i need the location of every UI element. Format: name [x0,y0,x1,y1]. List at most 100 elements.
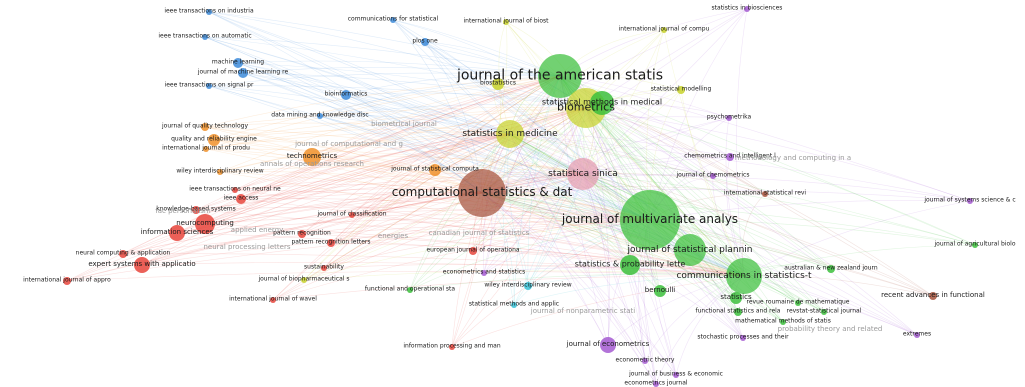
node-int-stat-review[interactable] [762,191,768,197]
label-stat-med: statistics in medicine [462,129,558,139]
link-edge [509,133,745,277]
node-j-business-econ[interactable] [673,372,679,378]
node-ieee-neural[interactable] [232,187,238,193]
node-neurocomputing[interactable] [195,214,215,234]
label-int-j-compu: international journal of compu [619,26,710,33]
node-ieee-access[interactable] [236,194,246,204]
node-knowledge-based[interactable] [192,206,200,214]
link-edge [66,75,561,282]
node-stat-modelling[interactable] [677,86,685,94]
node-neural-comp-app[interactable] [119,250,127,258]
node-wiley-review[interactable] [217,169,223,175]
node-jmlr[interactable] [238,68,248,78]
link-edge [483,75,561,274]
node-chemometrics[interactable] [726,153,734,161]
link-edge [323,133,511,269]
node-j-quality-tech[interactable] [201,123,209,131]
faint-label: journal of nonparametric stati [530,307,636,315]
node-stat-sinica[interactable] [567,158,599,190]
node-comm-statistical[interactable] [390,17,396,23]
node-stat-biosciences[interactable] [744,6,750,12]
node-int-j-compu[interactable] [661,27,667,33]
label-pattern-rec-letters: pattern recognition letters [292,239,371,246]
node-psychometrika[interactable] [726,115,732,121]
node-aus-nz[interactable] [827,265,835,273]
node-int-j-approx[interactable] [63,277,71,285]
node-revue-roumaine[interactable] [795,300,801,306]
node-stochastic-processes[interactable] [740,335,746,341]
link-edge [585,107,610,346]
node-recent-adv-functional[interactable] [929,292,937,300]
node-bernoulli[interactable] [654,285,666,297]
node-int-j-biostat[interactable] [503,19,509,25]
node-machine-learning[interactable] [233,58,243,68]
link-edge [205,75,561,150]
node-comm-stat[interactable] [726,258,762,294]
link-edge [237,62,587,109]
node-functional-stat-rela[interactable] [734,308,742,316]
node-info-processing[interactable] [449,344,455,350]
label-wiley-review: wiley interdisciplinary review [176,168,263,175]
node-int-j-produ[interactable] [203,146,209,152]
node-plos-one[interactable] [421,38,429,46]
node-econometrics-stats[interactable] [481,270,487,276]
node-revstat[interactable] [821,309,827,315]
link-edge [204,36,483,194]
node-ieee-automatic[interactable] [202,34,208,40]
link-edge [204,192,483,225]
node-functional-operational[interactable] [407,287,413,293]
link-edge [481,192,744,339]
node-quality-reliability[interactable] [208,134,220,146]
link-edge [205,148,483,194]
link-edge [242,72,483,194]
node-j-systems-science[interactable] [967,198,973,204]
node-stat-methods-applic[interactable] [511,302,517,308]
node-pattern-recognition[interactable] [298,230,306,238]
node-jma[interactable] [620,190,680,250]
node-sustainability[interactable] [321,265,327,271]
node-stat-methods-med[interactable] [590,91,614,115]
node-data-mining[interactable] [317,113,323,119]
node-stat-med[interactable] [496,120,524,148]
link-edge [240,107,587,200]
node-econometric-theory[interactable] [642,358,648,364]
link-edge [585,8,748,109]
node-csda[interactable] [458,169,506,217]
node-j-biopharm[interactable] [301,277,307,283]
node-j-econometrics[interactable] [600,337,616,353]
node-j-chemometrics[interactable] [710,173,716,179]
link-edge [743,200,971,277]
label-technometrics: technometrics [287,152,338,160]
node-bioinformatics[interactable] [341,90,351,100]
link-edge [392,19,584,175]
node-technometrics[interactable] [303,148,321,166]
link-edge [219,75,561,173]
node-wiley-review-2[interactable] [524,282,532,290]
link-edge [582,8,748,175]
node-j-classification[interactable] [349,212,355,218]
link-edge [481,174,714,194]
link-edge [204,106,587,128]
node-extremes[interactable] [914,332,920,338]
node-int-j-wavel[interactable] [270,297,276,303]
node-jspi[interactable] [674,234,706,266]
node-j-agri-bio[interactable] [972,242,978,248]
node-expert-systems[interactable] [134,257,150,273]
link-edge [451,107,587,348]
node-j-stat-computation[interactable] [429,164,441,176]
node-jasa[interactable] [538,54,582,98]
node-econometrics-journal[interactable] [653,381,659,387]
link-edge [601,102,745,277]
node-stat-prob-letters[interactable] [620,255,640,275]
link-edge [481,8,748,194]
node-info-sciences[interactable] [169,225,185,241]
link-edge [582,89,682,175]
node-ieee-signal[interactable] [206,83,212,89]
node-ieee-industrial[interactable] [206,9,212,15]
node-eur-j-operational[interactable] [469,247,477,255]
node-statistics[interactable] [730,292,742,304]
link-edge [481,192,784,323]
node-biostatistics[interactable] [492,78,504,90]
node-pattern-rec-letters[interactable] [327,239,335,247]
node-math-methods-stat[interactable] [780,319,786,325]
